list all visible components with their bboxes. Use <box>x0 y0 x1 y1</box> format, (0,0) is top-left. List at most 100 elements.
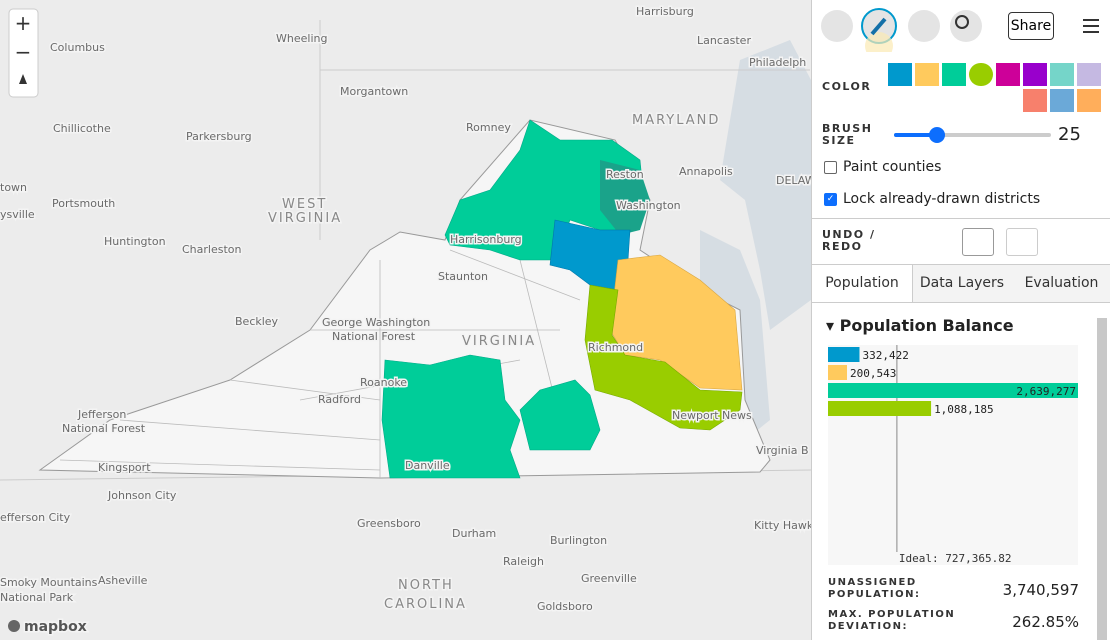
svg-text:Lancaster: Lancaster <box>697 34 751 47</box>
svg-text:NORTH: NORTH <box>398 578 454 593</box>
checkbox[interactable]: ✓ <box>824 193 837 206</box>
population-chart: Ideal: 727,365.82 332,422 200,543 2,639,277… <box>828 345 1078 565</box>
svg-text:Radford: Radford <box>318 393 361 406</box>
stat-value: 3,740,597 <box>1002 581 1079 599</box>
brush-icon <box>870 17 887 36</box>
zoom-out[interactable]: − <box>15 40 32 64</box>
svg-text:Beckley: Beckley <box>235 315 279 328</box>
option-label[interactable]: Paint counties <box>843 159 942 175</box>
color-label: COLOR <box>822 80 872 93</box>
svg-text:Smoky Mountains: Smoky Mountains <box>0 576 98 589</box>
svg-text:National Park: National Park <box>0 591 74 604</box>
pan-tool[interactable] <box>821 10 853 42</box>
svg-text:Roanoke: Roanoke <box>360 376 407 389</box>
share-button[interactable]: Share <box>1008 12 1054 40</box>
chart-bg <box>828 345 1078 565</box>
svg-text:Huntington: Huntington <box>104 235 166 248</box>
svg-text:Newport News: Newport News <box>672 409 752 422</box>
color-swatch[interactable] <box>1077 63 1101 86</box>
svg-text:Harrisonburg: Harrisonburg <box>450 233 522 246</box>
svg-text:Kitty Hawk: Kitty Hawk <box>754 519 811 532</box>
cursor <box>865 32 893 52</box>
color-swatch[interactable] <box>1050 89 1074 112</box>
color-swatch[interactable] <box>915 63 939 86</box>
svg-text:Greensboro: Greensboro <box>357 517 421 530</box>
svg-text:Virginia B: Virginia B <box>756 444 809 457</box>
svg-text:Durham: Durham <box>452 527 496 540</box>
svg-text:Richmond: Richmond <box>588 341 643 354</box>
color-swatch[interactable] <box>942 63 966 86</box>
undo-redo-label: UNDO / REDO <box>822 228 876 253</box>
zoom-in[interactable]: + <box>15 11 32 35</box>
tab[interactable]: Evaluation <box>1024 275 1099 291</box>
svg-text:Portsmouth: Portsmouth <box>52 197 115 210</box>
zoom-controls <box>8 8 39 98</box>
mapbox-logo <box>8 620 20 632</box>
map[interactable]: Columbus Wheeling Harrisburg Lancaster Phi… <box>0 0 811 640</box>
stat-label: UNASSIGNED POPULATION: <box>828 577 921 600</box>
color-swatch[interactable] <box>996 63 1020 86</box>
svg-text:Goldsboro: Goldsboro <box>537 600 593 613</box>
brush-size-label: BRUSH SIZE <box>822 122 873 147</box>
svg-text:Jefferson: Jefferson <box>77 408 126 421</box>
svg-text:Raleigh: Raleigh <box>503 555 544 568</box>
svg-text:Danville: Danville <box>405 459 450 472</box>
svg-text:Columbus: Columbus <box>50 41 105 54</box>
section-title[interactable]: ▾ Population Balance <box>826 316 1014 335</box>
tab[interactable]: Data Layers <box>919 275 1005 291</box>
svg-text:Burlington: Burlington <box>550 534 607 547</box>
population-bar <box>828 347 860 362</box>
tab[interactable]: Population <box>812 265 913 302</box>
svg-text:town: town <box>0 181 27 194</box>
color-swatch[interactable] <box>1023 63 1047 86</box>
checkbox[interactable] <box>824 161 837 174</box>
svg-text:George Washington: George Washington <box>322 316 430 329</box>
svg-text:Kingsport: Kingsport <box>98 461 151 474</box>
bar-label: 1,088,185 <box>934 403 994 416</box>
svg-text:Morgantown: Morgantown <box>340 85 408 98</box>
undo-button[interactable] <box>962 228 994 256</box>
eraser-tool[interactable] <box>908 10 940 42</box>
slider-thumb[interactable] <box>929 127 945 143</box>
svg-text:National Forest: National Forest <box>62 422 146 435</box>
svg-text:Asheville: Asheville <box>98 574 148 587</box>
svg-text:Harrisburg: Harrisburg <box>636 5 694 18</box>
brush-size: 25 <box>1058 124 1081 145</box>
bar-label: 200,543 <box>850 367 896 380</box>
svg-text:MARYLAND: MARYLAND <box>632 113 720 128</box>
svg-text:Chillicothe: Chillicothe <box>53 122 111 135</box>
bar-label: 332,422 <box>862 349 908 362</box>
color-swatch[interactable] <box>888 63 912 86</box>
stat-label: MAX. POPULATION DEVIATION: <box>828 609 956 632</box>
option-label[interactable]: Lock already-drawn districts <box>843 191 1041 207</box>
attribution[interactable]: mapbox <box>23 618 89 637</box>
scrollbar[interactable] <box>1097 318 1107 640</box>
svg-text:DELAW: DELAW <box>776 174 811 187</box>
color-swatch[interactable] <box>1050 63 1074 86</box>
population-bar <box>828 401 932 416</box>
svg-text:Johnson City: Johnson City <box>107 489 177 502</box>
svg-text:efferson City: efferson City <box>0 511 71 524</box>
ideal-label: Ideal: 727,365.82 <box>899 552 1012 565</box>
population-bar <box>828 365 847 380</box>
svg-text:VIRGINIA: VIRGINIA <box>268 211 342 226</box>
svg-text:National Forest: National Forest <box>332 330 416 343</box>
svg-text:CAROLINA: CAROLINA <box>384 597 467 612</box>
color-swatch[interactable] <box>1023 89 1047 112</box>
slider-track <box>894 133 1051 137</box>
magnifier-icon <box>955 15 969 29</box>
bar-label: 2,639,277 <box>1016 385 1076 398</box>
svg-text:Greenville: Greenville <box>581 572 637 585</box>
redo-button[interactable] <box>1006 228 1038 256</box>
svg-text:Annapolis: Annapolis <box>679 165 733 178</box>
color-swatch[interactable] <box>1077 89 1101 112</box>
color-swatch[interactable] <box>969 63 993 86</box>
sidebar: Share COLOR BRUSH SIZE 25 UNDO / REDO ▾ … <box>811 0 1110 640</box>
section-title-text: Population Balance <box>839 316 1014 335</box>
stat-value: 262.85% <box>1012 613 1079 631</box>
svg-text:Philadelph: Philadelph <box>749 56 806 69</box>
svg-text:Romney: Romney <box>466 121 511 134</box>
compass[interactable] <box>19 74 27 84</box>
menu[interactable] <box>1083 19 1099 33</box>
